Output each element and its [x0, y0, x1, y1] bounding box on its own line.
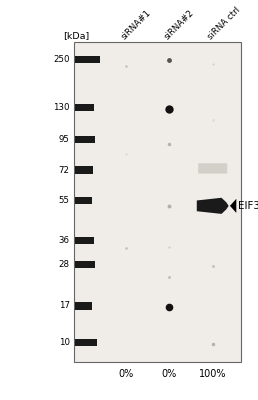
Bar	[75, 237, 94, 244]
Text: 28: 28	[59, 260, 70, 269]
Bar	[75, 197, 92, 204]
Bar	[75, 261, 95, 268]
Text: 250: 250	[53, 55, 70, 64]
Text: 0%: 0%	[118, 369, 133, 379]
Bar	[75, 136, 95, 143]
Text: 72: 72	[59, 166, 70, 174]
Text: 10: 10	[59, 338, 70, 347]
Text: 100%: 100%	[199, 369, 227, 379]
Bar	[75, 302, 92, 310]
Text: EIF3G: EIF3G	[238, 201, 258, 211]
Text: siRNA#1: siRNA#1	[119, 8, 152, 41]
Text: 0%: 0%	[162, 369, 177, 379]
Text: [kDa]: [kDa]	[63, 31, 90, 40]
Bar	[75, 166, 93, 174]
Text: 95: 95	[59, 135, 70, 144]
Text: siRNA ctrl: siRNA ctrl	[206, 5, 243, 41]
FancyBboxPatch shape	[198, 163, 227, 174]
Bar	[74, 42, 241, 362]
Polygon shape	[197, 198, 229, 214]
Text: 17: 17	[59, 302, 70, 310]
Bar	[75, 339, 96, 346]
Text: 36: 36	[59, 236, 70, 245]
Text: siRNA#2: siRNA#2	[163, 8, 196, 41]
Polygon shape	[230, 199, 236, 213]
Bar	[75, 56, 100, 63]
Bar	[75, 104, 94, 111]
Text: 55: 55	[59, 196, 70, 205]
Text: 130: 130	[53, 103, 70, 112]
